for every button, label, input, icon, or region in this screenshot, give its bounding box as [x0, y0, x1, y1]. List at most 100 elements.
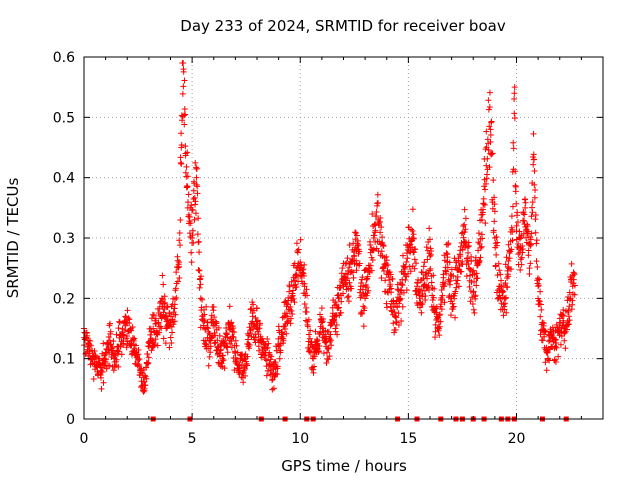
data-point: [312, 328, 319, 335]
data-point: [103, 365, 110, 372]
data-point: [522, 199, 529, 206]
data-point: [378, 274, 385, 281]
data-point: [445, 240, 452, 247]
data-point: [397, 295, 404, 302]
data-point: [517, 266, 524, 273]
data-point: [504, 284, 511, 291]
data-point: [128, 327, 135, 334]
data-point: [207, 343, 214, 350]
data-point: [311, 363, 318, 370]
data-point: [147, 331, 154, 338]
data-point: [141, 372, 148, 379]
data-point: [181, 112, 188, 119]
data-point: [409, 227, 416, 234]
data-point: [131, 335, 138, 342]
data-point: [361, 305, 368, 312]
data-point: [498, 277, 505, 284]
y-tick-label: 0: [66, 412, 75, 428]
data-point: [420, 263, 427, 270]
data-point: [511, 96, 518, 103]
data-point: [510, 145, 517, 152]
data-point: [449, 300, 456, 307]
data-point: [494, 239, 501, 246]
data-point: [438, 306, 445, 313]
data-point: [462, 226, 469, 233]
data-point: [244, 362, 251, 369]
data-point: [307, 327, 314, 334]
data-point: [477, 244, 484, 251]
data-point: [297, 236, 304, 243]
data-point: [247, 306, 254, 313]
data-point: [558, 333, 565, 340]
data-point: [518, 261, 525, 268]
data-point: [328, 342, 335, 349]
data-point: [478, 243, 485, 250]
data-point: [151, 341, 158, 348]
data-point: [122, 313, 129, 320]
data-point: [451, 292, 458, 299]
data-point: [533, 237, 540, 244]
data-point: [195, 239, 202, 246]
data-point: [192, 210, 199, 217]
data-point: [356, 260, 363, 267]
data-point: [90, 376, 97, 383]
data-point: [98, 364, 105, 371]
data-point: [210, 303, 217, 310]
data-point: [394, 304, 401, 311]
data-point: [387, 281, 394, 288]
data-point: [246, 345, 253, 352]
data-point: [495, 260, 502, 267]
data-point: [359, 310, 366, 317]
data-point: [220, 357, 227, 364]
data-point: [183, 163, 190, 170]
data-point: [480, 195, 487, 202]
data-point: [431, 285, 438, 292]
data-point: [403, 287, 410, 294]
data-point: [318, 305, 325, 312]
data-point: [129, 350, 136, 357]
data-point: [312, 341, 319, 348]
data-point: [512, 168, 519, 175]
data-point: [192, 201, 199, 208]
data-point: [190, 187, 197, 194]
data-point: [244, 353, 251, 360]
x-tick-label: 0: [80, 431, 89, 447]
data-point: [126, 316, 133, 323]
data-point: [484, 155, 491, 162]
data-point: [388, 307, 395, 314]
data-point: [159, 272, 166, 279]
data-point: [505, 273, 512, 280]
data-point: [443, 250, 450, 257]
data-point: [86, 346, 93, 353]
data-point: [345, 267, 352, 274]
x-axis-title: GPS time / hours: [281, 457, 407, 475]
data-point: [534, 264, 541, 271]
data-point: [353, 232, 360, 239]
data-point: [182, 152, 189, 159]
data-point: [497, 271, 504, 278]
data-point: [532, 229, 539, 236]
data-point: [269, 386, 276, 393]
data-point: [473, 282, 480, 289]
data-point: [356, 248, 363, 255]
data-point: [134, 352, 141, 359]
data-point: [423, 244, 430, 251]
data-point: [486, 104, 493, 111]
y-tick-label: 0.1: [53, 352, 75, 368]
data-point: [212, 320, 219, 327]
data-point: [161, 299, 168, 306]
data-point: [193, 181, 200, 188]
data-point: [204, 319, 211, 326]
data-point: [286, 288, 293, 295]
data-point: [334, 331, 341, 338]
data-point: [141, 387, 148, 394]
data-point: [115, 325, 122, 332]
data-point: [304, 323, 311, 330]
data-point: [436, 332, 443, 339]
data-point: [154, 342, 161, 349]
data-point: [294, 249, 301, 256]
data-point: [269, 377, 276, 384]
data-point: [193, 174, 200, 181]
data-point: [385, 289, 392, 296]
data-point: [508, 266, 515, 273]
